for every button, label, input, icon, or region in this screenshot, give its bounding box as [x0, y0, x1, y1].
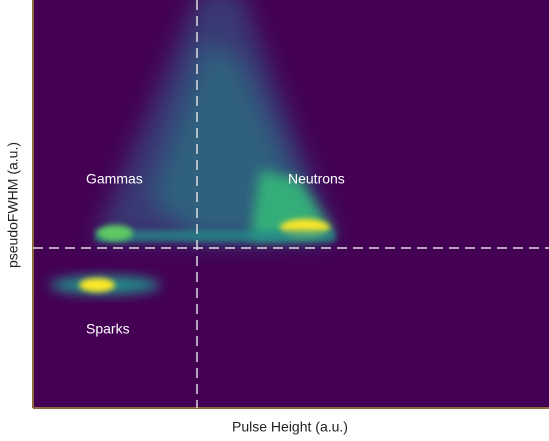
- x-axis-label: Pulse Height (a.u.): [232, 419, 348, 435]
- density-band: [95, 230, 335, 242]
- annotation: Neutrons: [288, 171, 345, 187]
- density-core: [97, 225, 133, 241]
- annotation: Sparks: [86, 321, 130, 337]
- y-axis-label: pseudoFWHM (a.u.): [5, 142, 21, 268]
- density-peak: [79, 278, 115, 292]
- density: [50, 0, 335, 294]
- annotation: Gammas: [86, 171, 143, 187]
